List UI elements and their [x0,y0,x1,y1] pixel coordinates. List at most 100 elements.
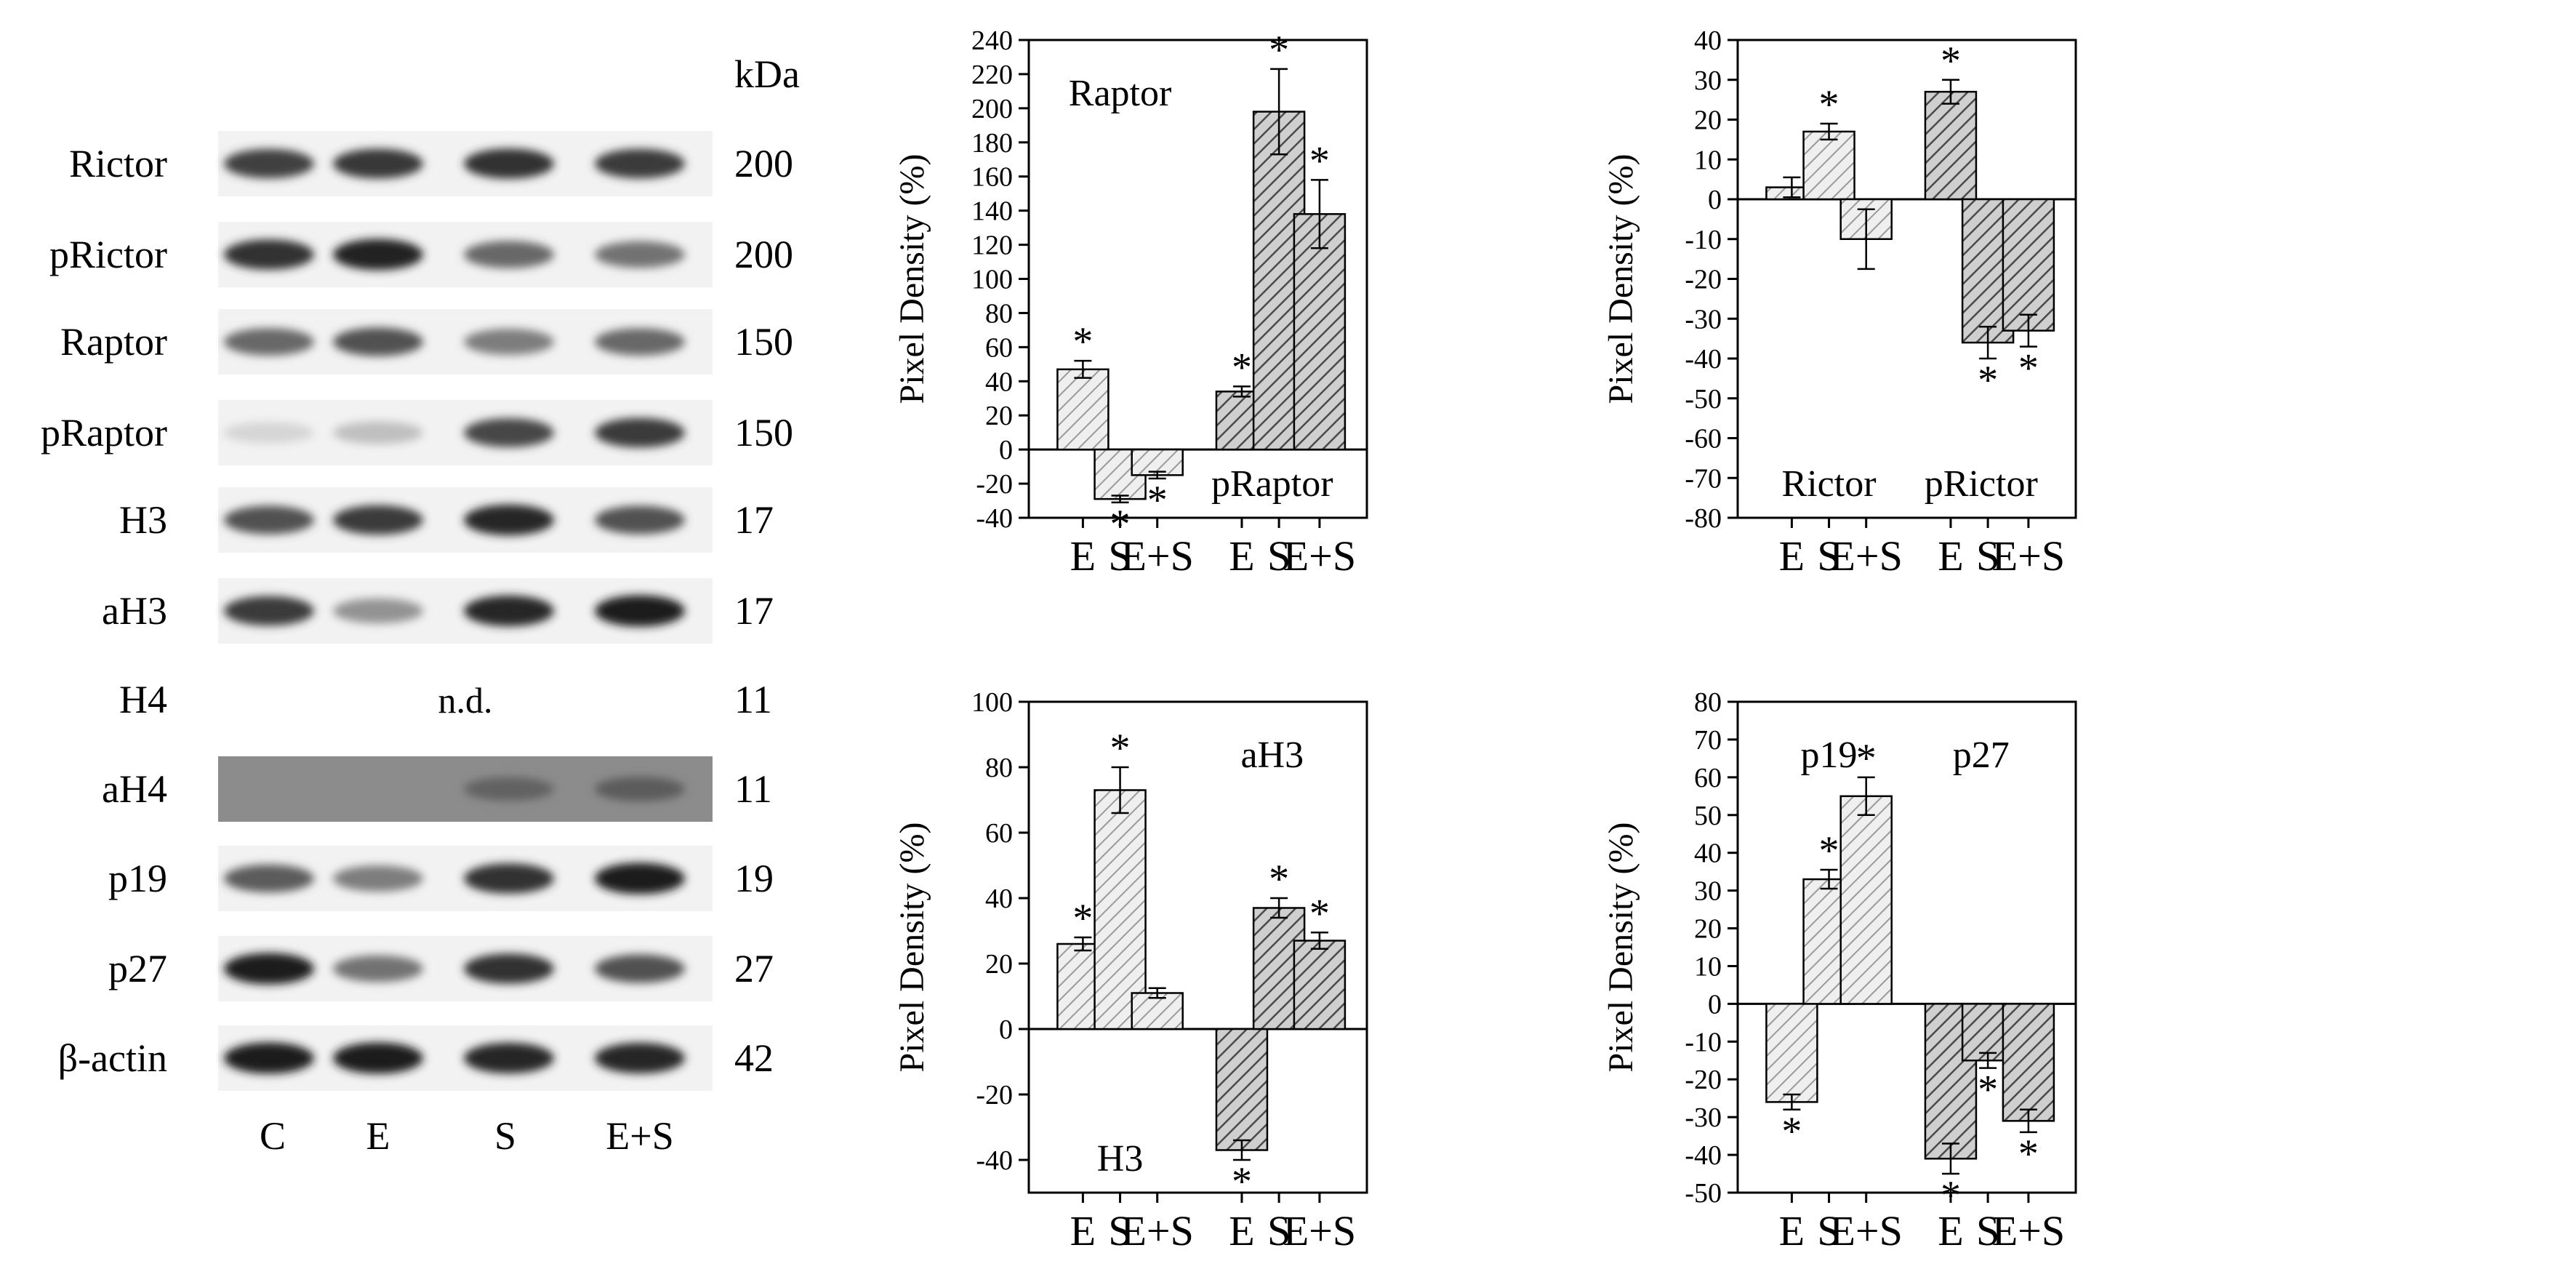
blot-band [224,328,314,356]
y-tick-label: 0 [1708,989,1722,1020]
significance-star: * [1269,857,1289,902]
significance-star: * [1781,1109,1802,1154]
y-tick-label: 80 [985,753,1013,783]
y-tick-label: 20 [985,401,1013,431]
blot-band [333,865,423,892]
blot-band [464,595,554,627]
blot-band [333,148,423,179]
blot-band [595,505,685,535]
y-tick-label: 100 [971,265,1013,295]
y-tick-label: -50 [1685,384,1722,415]
blot-band [333,239,423,271]
blot-band [333,598,423,624]
group-label: Rictor [1782,463,1877,505]
western-blot-panel: kDa Rictor 200 pRictor 200 Raptor 150 pRaptor 1… [41,52,800,1158]
x-tick-label: S [1108,1207,1131,1254]
blot-row-kda: 200 [734,233,793,276]
significance-star: * [2018,346,2039,391]
y-tick-label: -70 [1685,463,1722,494]
blot-lane-label: C [260,1114,286,1158]
bar [1802,130,1855,201]
blot-row-kda: 150 [734,320,793,364]
bar [1839,795,1893,1005]
x-tick-label: E+S [1120,532,1193,580]
y-tick-label: 20 [1694,914,1722,945]
x-tick-label: S [1817,1207,1840,1254]
x-tick-label: E+S [1283,1207,1356,1254]
x-tick-label: S [1108,532,1131,580]
blot-band [464,148,554,179]
y-tick-label: 240 [971,25,1013,56]
significance-star: * [2018,1132,2039,1177]
significance-star: * [1856,736,1877,781]
bar [2002,198,2055,332]
significance-star: * [1269,28,1289,73]
y-tick-label: -30 [1685,1102,1722,1133]
significance-star: * [1941,1173,1961,1218]
significance-star: * [1941,39,1961,84]
significance-star: * [1072,896,1093,941]
y-tick-label: -50 [1685,1178,1722,1209]
x-tick-label: E [1070,1207,1096,1254]
significance-star: * [1072,319,1093,364]
y-tick-label: 0 [999,1014,1013,1045]
blot-row-label: Raptor [60,320,167,364]
blot-band [224,864,314,893]
kda-header: kDa [734,52,800,96]
x-tick-label: E [1229,1207,1254,1254]
x-tick-label: E [1070,532,1096,580]
y-axis-label: Pixel Density (%) [893,822,931,1073]
blot-row-label: pRictor [49,233,167,276]
blot-band [595,241,685,268]
blot-row-kda: 27 [734,947,774,990]
blot-lane-label: E [366,1114,390,1158]
bar [1094,789,1147,1030]
blot-band [464,953,554,984]
blot-band [224,596,314,626]
bar [2002,1003,2055,1122]
y-tick-label: 50 [1694,801,1722,831]
x-tick-label: E+S [1120,1207,1193,1254]
y-tick-label: 20 [1694,105,1722,136]
significance-star: * [1978,1068,1998,1113]
bar [1924,90,1978,201]
y-tick-label: -40 [976,1145,1013,1176]
significance-star: * [1819,82,1839,127]
blot-row-kda: 11 [734,767,772,811]
blot-row-label: pRaptor [41,411,167,455]
y-tick-label: 200 [971,94,1013,124]
y-tick-label: -40 [976,503,1013,534]
significance-star: * [1147,478,1168,523]
y-tick-label: 10 [1694,951,1722,982]
x-tick-label: E+S [1992,1207,2065,1254]
group-label: p19 [1801,734,1858,776]
blot-band [595,862,685,894]
x-tick-label: E [1938,532,1963,580]
blot-band [224,505,314,535]
significance-star: * [1309,138,1330,183]
blot-row-kda: 17 [734,498,774,542]
blot-band [595,954,685,983]
x-tick-label: S [1976,1207,1999,1254]
group-label: H3 [1097,1138,1144,1180]
x-tick-label: E [1229,532,1254,580]
x-tick-label: S [1976,532,1999,580]
y-axis-label: Pixel Density (%) [1602,822,1640,1073]
bar [1293,213,1347,451]
bar [1293,940,1347,1030]
blot-row-kda: 42 [734,1036,774,1080]
significance-star: * [1978,358,1998,403]
blot-row-label: aH3 [102,589,167,633]
y-tick-label: 80 [985,298,1013,329]
y-tick-label: 220 [971,60,1013,90]
bar [1215,1028,1269,1151]
y-tick-label: -10 [1685,225,1722,255]
y-tick-label: -30 [1685,304,1722,335]
bar [1056,368,1110,451]
blot-band [333,327,423,356]
group-label: aH3 [1240,734,1304,776]
x-tick-label: E+S [1829,1207,1902,1254]
